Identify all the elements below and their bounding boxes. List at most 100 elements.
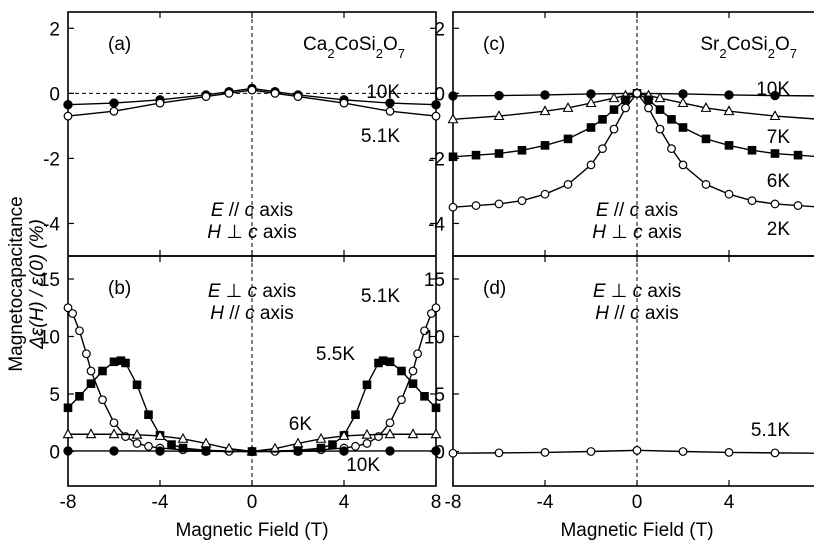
data-point — [609, 105, 619, 114]
data-point — [427, 309, 436, 318]
data-point — [430, 428, 442, 439]
data-point — [408, 379, 418, 388]
data-point — [747, 196, 757, 206]
data-point — [167, 440, 176, 449]
field-orientation-line: H ⊥ c axis — [592, 222, 681, 243]
y-tick-label: -4 — [428, 214, 445, 235]
data-point — [431, 446, 441, 456]
data-point — [448, 91, 458, 101]
data-point — [724, 189, 734, 199]
data-point — [361, 428, 373, 439]
data-point — [431, 303, 441, 313]
data-point — [644, 103, 653, 113]
data-point — [420, 392, 429, 401]
x-tick-label: -8 — [60, 492, 77, 513]
data-point — [362, 439, 372, 448]
data-point — [770, 90, 780, 101]
data-point — [700, 102, 712, 112]
field-orientation-line: E // c axis — [211, 200, 293, 221]
temperature-label: 5.5K — [316, 344, 355, 365]
data-point — [448, 152, 458, 162]
y-tick-label: -2 — [43, 149, 60, 170]
data-point — [293, 92, 303, 101]
data-point — [678, 160, 688, 170]
y-tick-label: 10 — [39, 328, 60, 349]
y-tick-label: -2 — [428, 149, 445, 170]
data-point — [609, 124, 619, 134]
data-point — [586, 447, 596, 456]
data-point — [81, 349, 91, 359]
data-point — [338, 430, 350, 440]
data-point — [667, 115, 676, 124]
data-point — [98, 366, 107, 376]
data-point — [201, 92, 211, 101]
x-axis-label-left: Magnetic Field (T) — [175, 520, 328, 541]
data-point — [384, 428, 396, 439]
data-point — [448, 202, 458, 212]
temperature-label: 10K — [346, 455, 380, 476]
data-point — [62, 428, 74, 439]
data-point — [315, 432, 327, 443]
data-point — [408, 366, 418, 376]
y-tick-label: 0 — [434, 84, 445, 105]
panel-label: (d) — [483, 278, 506, 299]
temperature-label: 10K — [366, 82, 400, 103]
field-orientation-line: H // c axis — [595, 303, 678, 324]
data-point — [598, 144, 607, 154]
x-tick-label: -4 — [537, 492, 554, 513]
data-point — [447, 113, 459, 124]
x-tick-label: 4 — [339, 492, 350, 513]
data-point — [770, 149, 780, 158]
y-tick-label: 0 — [49, 443, 60, 464]
data-point — [471, 150, 481, 160]
data-point — [621, 95, 630, 105]
data-point — [293, 446, 303, 456]
data-point — [109, 106, 119, 116]
data-point — [793, 150, 803, 160]
data-point — [540, 448, 550, 457]
data-point — [339, 446, 349, 456]
temperature-label: 6K — [289, 414, 313, 435]
data-point — [85, 428, 97, 439]
data-point — [201, 446, 211, 456]
series-2K — [448, 88, 814, 212]
data-point — [770, 448, 780, 458]
data-point — [155, 446, 165, 456]
data-point — [655, 124, 665, 134]
y-tick-label: 5 — [434, 385, 445, 406]
data-point — [154, 430, 166, 440]
data-point — [494, 199, 504, 209]
data-point — [540, 189, 550, 199]
field-orientation-line: H // c axis — [210, 303, 293, 324]
y-tick-label: 15 — [424, 270, 445, 291]
data-point — [517, 196, 527, 206]
data-point — [247, 446, 257, 457]
data-point — [562, 102, 574, 112]
data-point — [793, 201, 803, 210]
temperature-label: 10K — [756, 79, 790, 100]
data-point — [494, 149, 504, 158]
series-10K — [63, 446, 441, 457]
data-point — [109, 418, 119, 428]
temperature-label: 5.1K — [751, 420, 790, 441]
data-point — [270, 88, 280, 98]
temperature-label: 7K — [767, 127, 791, 148]
data-point — [407, 428, 419, 439]
data-point — [585, 97, 597, 108]
series-6K — [62, 428, 442, 456]
data-point — [351, 441, 360, 451]
compound-name: Sr2CoSi2O7 — [700, 34, 797, 61]
data-point — [586, 89, 596, 99]
series-line — [452, 92, 814, 208]
data-point — [701, 180, 711, 189]
data-point — [420, 326, 429, 336]
data-point — [747, 145, 757, 155]
data-point — [132, 439, 142, 448]
x-tick-label: -4 — [152, 492, 169, 513]
data-point — [770, 199, 780, 209]
y-tick-label: 2 — [434, 19, 445, 40]
x-tick-label: 4 — [724, 492, 735, 513]
